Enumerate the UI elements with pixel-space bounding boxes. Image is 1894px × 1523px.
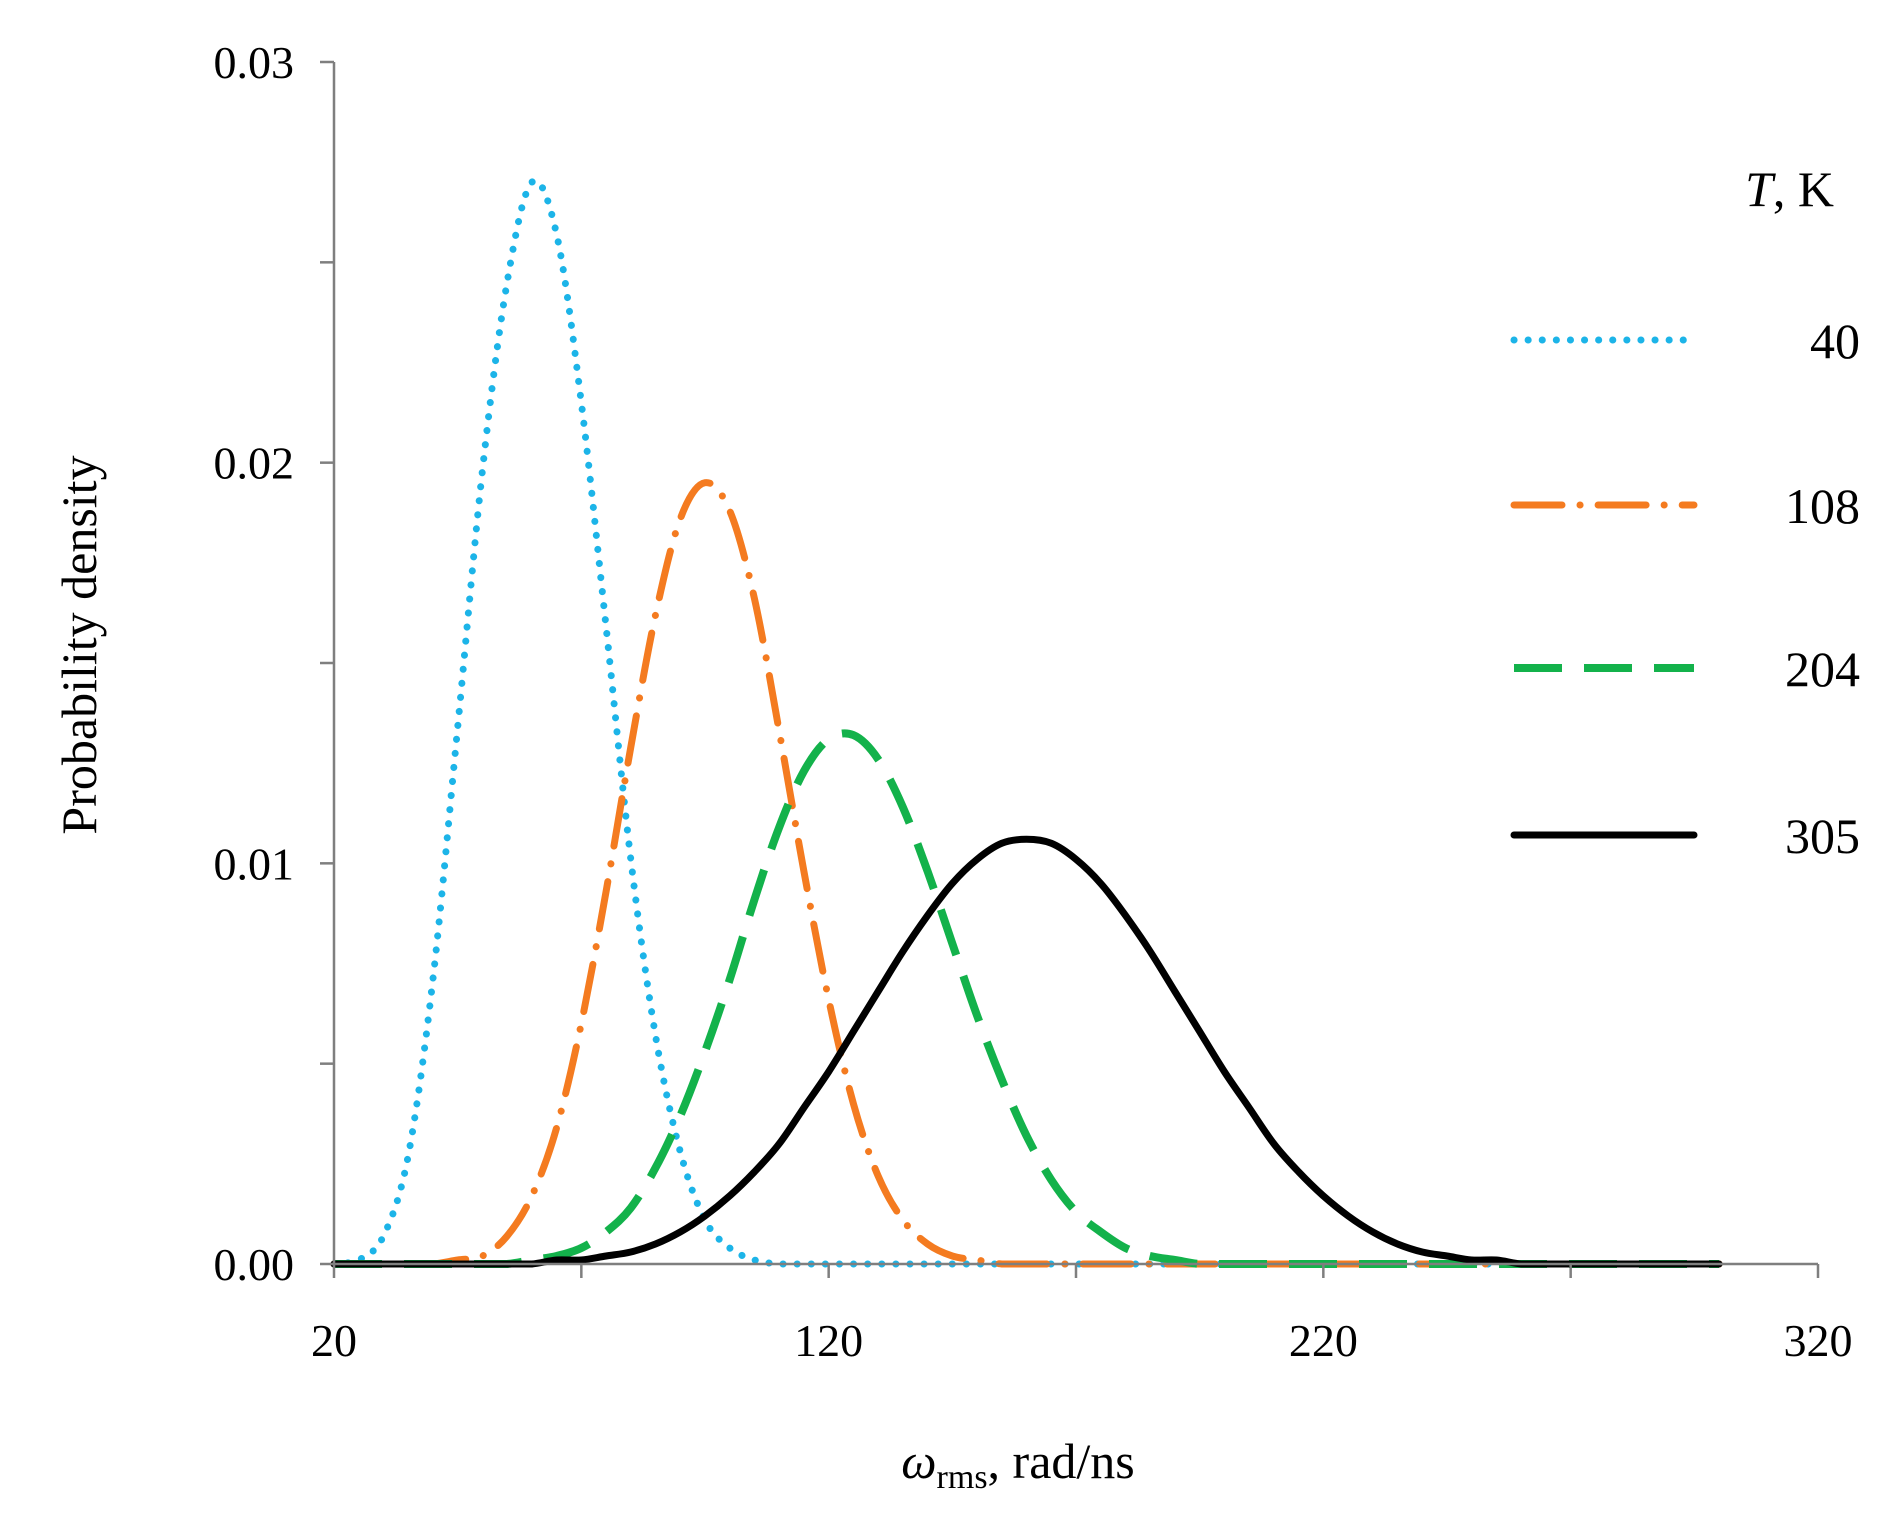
legend-title-symbol: T <box>1745 161 1776 217</box>
x-axis-title-units: , rad/ns <box>988 1433 1135 1489</box>
series-line-204 <box>333 729 1720 1269</box>
series-line-108 <box>330 479 1723 1268</box>
legend: T, K 40 108 204 305 <box>1510 161 1860 864</box>
legend-label-204: 204 <box>1785 641 1860 697</box>
legend-label-108: 108 <box>1785 478 1860 534</box>
series-line-305 <box>330 835 1723 1268</box>
x-axis-title-subscript: rms <box>937 1459 988 1496</box>
x-axis-title-symbol: ω <box>901 1433 936 1489</box>
series-group <box>330 177 1723 1269</box>
y-tick-label: 0.00 <box>214 1239 295 1290</box>
legend-label-305: 305 <box>1785 808 1860 864</box>
legend-title: T, K <box>1745 161 1834 217</box>
y-axis-title: Probability density <box>51 455 107 834</box>
legend-entries: 40 108 204 305 <box>1510 313 1860 864</box>
x-tick-label: 320 <box>1784 1315 1853 1366</box>
x-tick-label: 120 <box>794 1315 863 1366</box>
legend-label-40: 40 <box>1810 313 1860 369</box>
x-ticks-group: 20 120 220 320 <box>311 1264 1853 1366</box>
y-ticks-group: 0.00 0.01 0.02 0.03 <box>214 37 334 1290</box>
x-tick-label: 220 <box>1289 1315 1358 1366</box>
y-tick-label: 0.03 <box>214 37 295 88</box>
x-tick-label: 20 <box>311 1315 357 1366</box>
y-tick-label: 0.02 <box>214 438 295 489</box>
y-tick-label: 0.01 <box>214 838 295 889</box>
x-axis-title: ωrms, rad/ns <box>901 1433 1135 1496</box>
legend-title-units: , K <box>1773 161 1834 217</box>
series-line-40 <box>330 177 1723 1268</box>
